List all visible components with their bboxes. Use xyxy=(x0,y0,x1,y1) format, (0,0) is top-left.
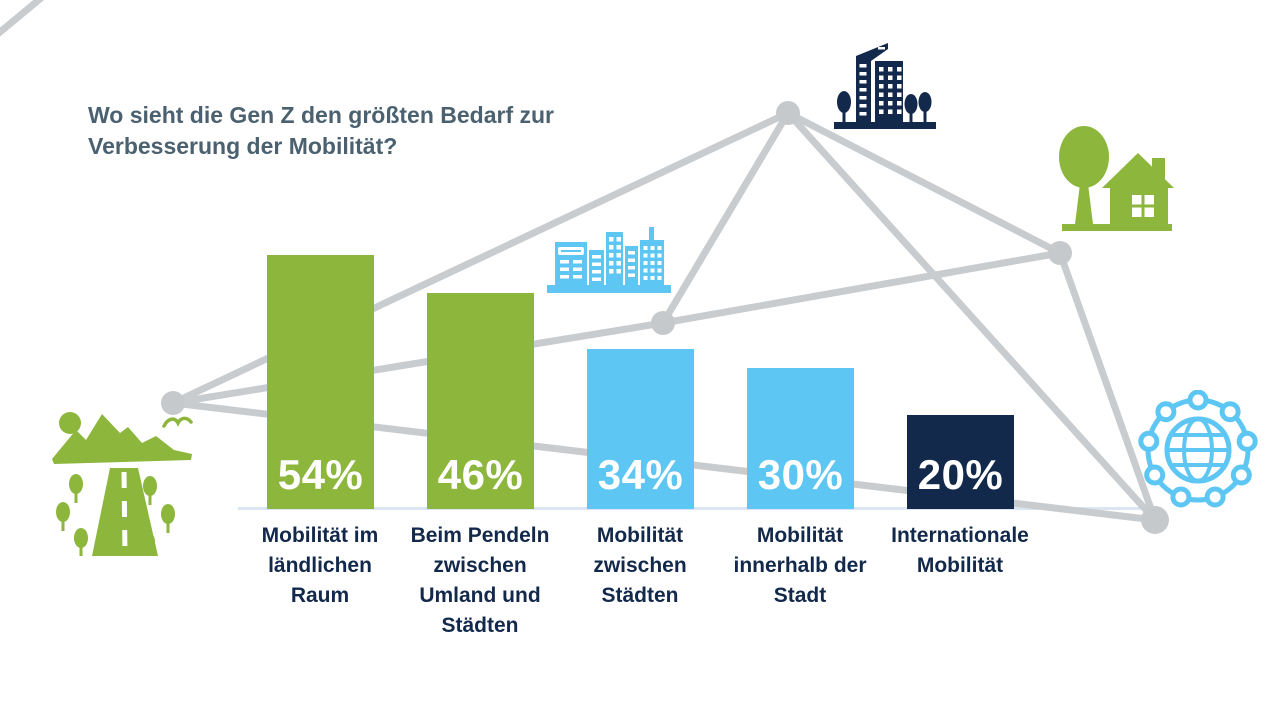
category-label: Internationale Mobilität xyxy=(891,524,1029,577)
bar-value-label: 20% xyxy=(917,451,1004,498)
house-tree-icon xyxy=(1056,124,1176,241)
globe-network-icon xyxy=(1138,389,1258,515)
bar-value-label: 34% xyxy=(597,451,684,498)
network-edge xyxy=(0,0,45,37)
bar-internationale-mobilitaet: 20% xyxy=(907,415,1014,509)
tree-icon xyxy=(56,474,175,556)
bar-mobilitaet-innerhalb-stadt: 30% xyxy=(747,368,854,509)
page-title: Wo sieht die Gen Z den größten Bedarf zu… xyxy=(88,102,554,159)
network-edge xyxy=(662,249,1061,327)
city-buildings-icon xyxy=(832,30,938,139)
city-skyline-icon xyxy=(547,222,671,299)
category-label: Mobilität zwischen Städten xyxy=(593,524,687,607)
bar-value-label: 46% xyxy=(437,451,524,498)
axis-baseline xyxy=(238,507,1162,510)
bar-mobilitaet-laendlicher-raum: 54% xyxy=(267,255,374,509)
bar-pendeln-umland-staedte: 46% xyxy=(427,293,534,509)
category-label: Mobilität innerhalb der Stadt xyxy=(733,524,867,607)
network-node xyxy=(651,311,675,335)
network-node xyxy=(1141,506,1169,534)
network-edge xyxy=(785,110,1158,523)
network-node xyxy=(776,101,800,125)
network-edge xyxy=(659,111,792,325)
category-label: Mobilität im ländlichen Raum xyxy=(261,524,379,607)
network-edge xyxy=(172,319,664,407)
category-label: Beim Pendeln zwischen Umland und Städten xyxy=(410,524,550,637)
rural-road-icon xyxy=(50,402,196,561)
bar-value-label: 54% xyxy=(277,451,364,498)
network-edge xyxy=(1056,251,1159,522)
bar-mobilitaet-zwischen-staedten: 34% xyxy=(587,349,694,509)
bar-value-label: 30% xyxy=(757,451,844,498)
network-edge xyxy=(786,109,1062,257)
network-node xyxy=(1048,241,1072,265)
network-node xyxy=(161,391,185,415)
